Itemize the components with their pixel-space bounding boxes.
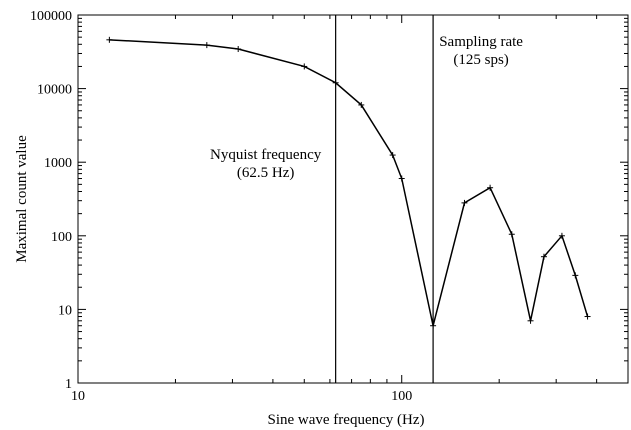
reference-line-label: (125 sps) [453, 52, 508, 68]
data-point [430, 322, 437, 329]
series-line [109, 39, 589, 326]
y-tick-label: 100000 [30, 9, 72, 24]
y-tick-label: 1 [65, 377, 72, 392]
data-point [540, 253, 547, 260]
data-point [558, 232, 565, 239]
reference-line-label: Nyquist frequency [210, 147, 322, 163]
data-point [301, 63, 308, 70]
data-point [584, 313, 591, 320]
y-tick-label: 100 [51, 230, 72, 245]
y-tick-label: 10000 [37, 83, 72, 98]
x-tick-label: 10 [71, 389, 85, 404]
data-series [106, 36, 591, 329]
reference-line-label: (62.5 Hz) [237, 165, 294, 181]
data-point [572, 272, 579, 279]
data-point [203, 42, 210, 49]
y-tick-label: 10 [58, 303, 72, 318]
y-axis-label: Maximal count value [14, 135, 30, 263]
data-point [332, 79, 339, 86]
data-point [106, 36, 113, 43]
reference-lines: Nyquist frequency (62.5 Hz) Sampling rate (… [210, 15, 523, 383]
data-point [398, 175, 405, 182]
data-point [358, 101, 365, 108]
x-axis-label: Sine wave frequency (Hz) [267, 412, 424, 428]
data-point [389, 152, 396, 159]
data-point [461, 199, 468, 206]
data-point [235, 46, 242, 53]
data-point [508, 231, 515, 238]
x-tick-label: 100 [391, 389, 412, 404]
data-point [527, 317, 534, 324]
data-point [487, 184, 494, 191]
y-tick-label: 1000 [44, 156, 72, 171]
reference-line-label: Sampling rate [439, 34, 523, 50]
plot-frame [77, 14, 629, 384]
